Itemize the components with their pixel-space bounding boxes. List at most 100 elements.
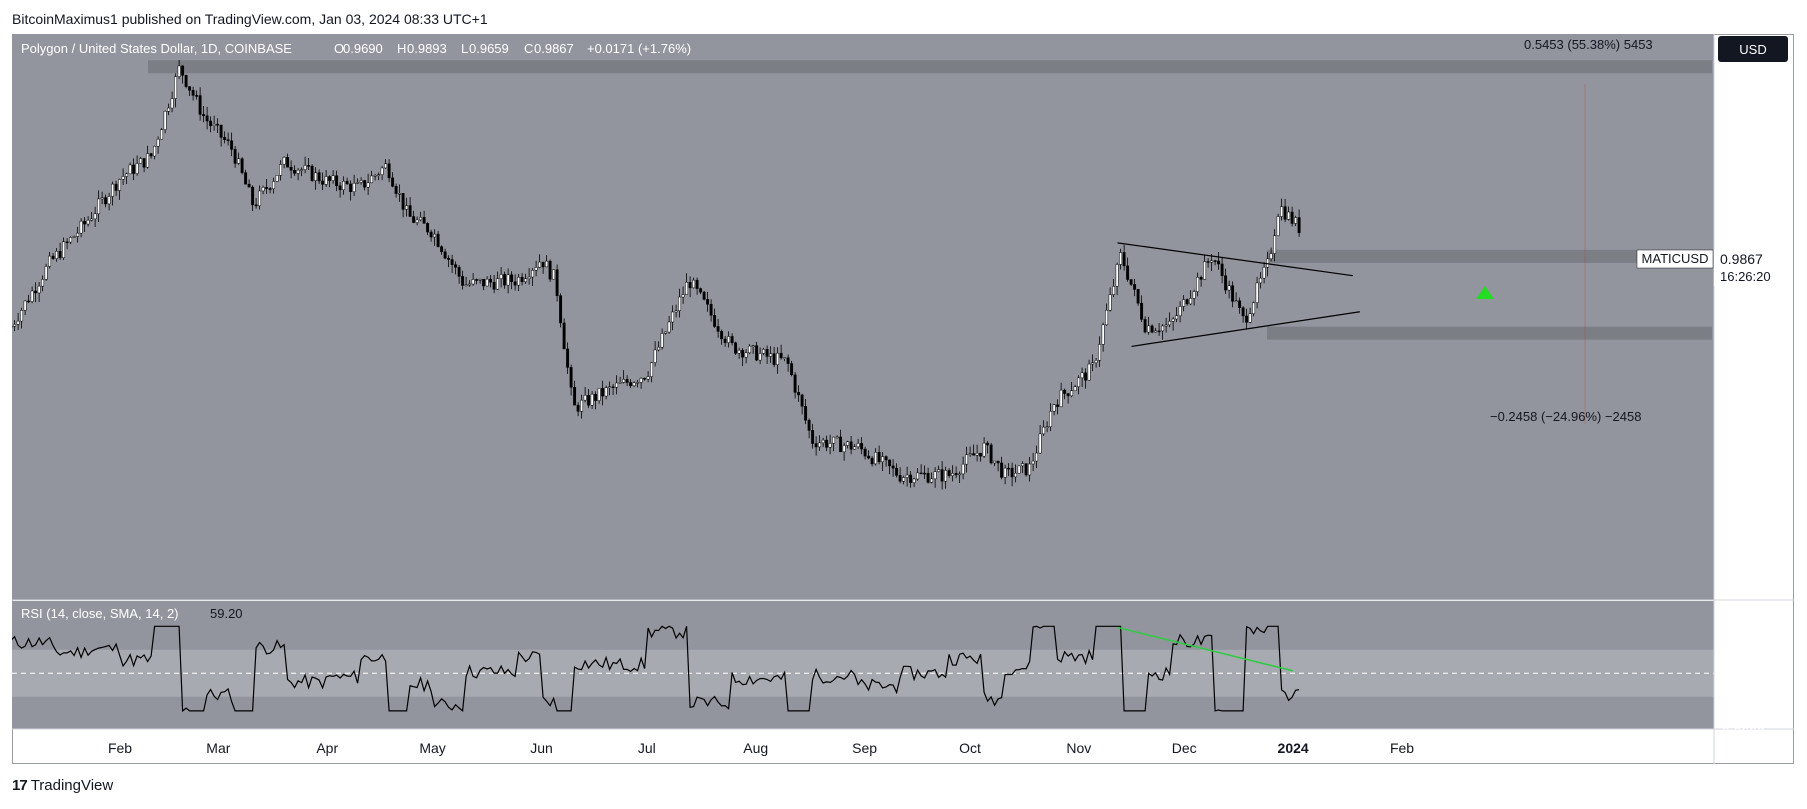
candle-body — [377, 174, 381, 176]
candle-body — [23, 300, 27, 311]
candle-body — [779, 352, 783, 359]
candle-body — [842, 445, 846, 453]
candle-body — [531, 270, 535, 278]
ohlc-high-label: H — [397, 41, 406, 56]
ohlc-low-label: L — [461, 41, 468, 56]
candle-body — [1017, 465, 1021, 474]
candle-body — [464, 284, 468, 287]
ohlc-open: 0.9690 — [343, 41, 383, 56]
candle-body — [520, 276, 524, 282]
candle-body — [517, 276, 521, 286]
rsi-divergence-line[interactable] — [1117, 626, 1294, 672]
rsi-value: 59.20 — [210, 606, 243, 621]
candle-body — [450, 259, 454, 265]
zones — [148, 60, 1712, 340]
candle-body — [34, 290, 38, 294]
candle-body — [391, 177, 395, 187]
candle-body — [100, 197, 104, 200]
candle-body — [814, 443, 818, 448]
candle-body — [79, 220, 83, 234]
candle-body — [1203, 261, 1207, 280]
candle-body — [1210, 260, 1214, 263]
candle-body — [142, 158, 146, 168]
candle-body — [765, 349, 769, 357]
measure-label-up: 0.5453 (55.38%) 5453 — [1524, 37, 1653, 52]
candles — [12, 59, 1301, 490]
time-tick-label: May — [419, 740, 445, 756]
candle-body — [919, 472, 923, 475]
symbol-tag — [1636, 249, 1714, 269]
candle-body — [461, 276, 465, 286]
candle-body — [692, 279, 696, 289]
trendlines[interactable] — [1117, 242, 1360, 347]
rsi-axis[interactable]: 80.00 40.00 0.0000 — [1722, 630, 1765, 740]
candle-body — [1101, 324, 1105, 345]
currency-button[interactable] — [1718, 36, 1788, 62]
price-tick-label: 1.1000 — [1720, 180, 1763, 196]
candle-body — [566, 348, 570, 368]
candle-body — [345, 180, 349, 185]
price-axis[interactable]: 1.40001.20001.10001.00000.90000.80000.70… — [1720, 90, 1763, 502]
candle-body — [856, 443, 860, 448]
candle-body — [128, 164, 132, 175]
candle-body — [916, 472, 920, 480]
tradingview-footer[interactable]: 17 TradingView — [12, 777, 113, 794]
candle-body — [1164, 324, 1168, 327]
candle-body — [111, 183, 115, 197]
ohlc-close: 0.9867 — [534, 41, 574, 56]
candle-body — [1021, 463, 1025, 467]
candle-body — [1098, 344, 1102, 361]
candle-body — [261, 187, 265, 192]
candle-body — [713, 315, 717, 327]
candle-body — [912, 478, 916, 483]
candle-body — [863, 448, 867, 457]
candle-body — [223, 137, 227, 140]
candle-body — [174, 76, 178, 99]
candle-body — [804, 406, 808, 421]
chart-canvas[interactable]: 1.40001.20001.10001.00000.90000.80000.70… — [12, 34, 1794, 764]
candle-body — [1262, 266, 1266, 279]
candle-body — [790, 363, 794, 376]
candle-body — [685, 281, 689, 295]
candle-body — [1199, 277, 1203, 280]
candle-body — [265, 187, 269, 189]
candle-body — [475, 279, 479, 281]
candle-body — [688, 281, 692, 289]
candle-body — [1241, 307, 1245, 317]
candle-body — [1108, 294, 1112, 311]
candle-body — [664, 331, 668, 334]
candle-body — [797, 392, 801, 396]
candle-body — [849, 441, 853, 450]
price-tick-label: 0.8000 — [1720, 299, 1763, 315]
candle-body — [58, 251, 62, 259]
candle-body — [163, 111, 167, 130]
candle-body — [1147, 325, 1151, 333]
candle-body — [426, 223, 430, 233]
zone-mid — [1267, 249, 1712, 263]
candle-body — [1269, 253, 1273, 260]
candle-body — [968, 453, 972, 455]
candle-body — [188, 86, 192, 91]
candle-body — [909, 474, 913, 483]
candle-body — [674, 310, 678, 313]
zone-support — [1267, 326, 1712, 340]
candle-body — [776, 352, 780, 365]
price-tick-label: 1.4000 — [1720, 90, 1763, 106]
candle-body — [1024, 463, 1028, 476]
trendline-upper[interactable] — [1117, 242, 1353, 277]
candle-body — [702, 291, 706, 300]
candle-body — [51, 255, 55, 259]
candle-body — [573, 387, 577, 406]
candle-body — [835, 436, 839, 439]
candle-body — [699, 288, 703, 293]
ohlc-high: 0.9893 — [407, 41, 447, 56]
time-axis[interactable]: Feb Mar Apr May Jun Jul Aug Sep Oct Nov Dec 2024 Feb — [108, 740, 1414, 756]
candle-body — [275, 175, 279, 182]
candle-body — [923, 472, 927, 475]
time-tick-label: Jun — [530, 740, 553, 756]
candle-body — [965, 454, 969, 465]
candle-body — [888, 459, 892, 467]
trendline-lower[interactable] — [1131, 311, 1360, 347]
candle-body — [412, 216, 416, 223]
candle-body — [559, 295, 563, 324]
